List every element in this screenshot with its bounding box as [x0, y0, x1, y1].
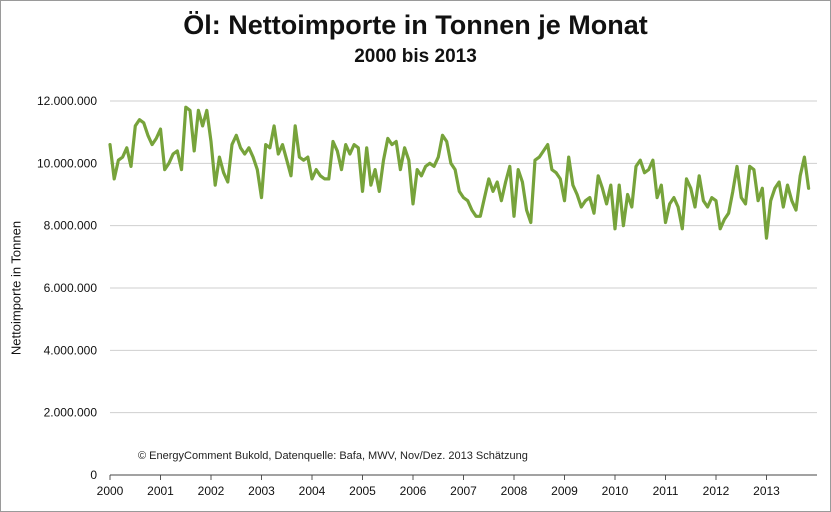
y-tick-label: 6.000.000: [44, 281, 98, 295]
x-tick-label: 2000: [97, 484, 124, 498]
x-tick-label: 2008: [501, 484, 528, 498]
x-tick-label: 2013: [753, 484, 780, 498]
series-line: [108, 105, 811, 240]
x-tick-label: 2006: [400, 484, 427, 498]
x-tick-label: 2002: [198, 484, 225, 498]
y-tick-label: 8.000.000: [44, 219, 98, 233]
source-annotation: © EnergyComment Bukold, Datenquelle: Baf…: [138, 450, 528, 462]
chart-title: Öl: Nettoimporte in Tonnen je Monat: [183, 10, 648, 40]
y-tick-label: 2.000.000: [44, 406, 98, 420]
y-tick-label: 0: [90, 468, 97, 482]
x-tick-label: 2004: [299, 484, 326, 498]
y-axis-ticks: 0 2.000.000 4.000.000 6.000.000 8.000.000 10.…: [37, 94, 97, 482]
y-tick-label: 12.000.000: [37, 94, 97, 108]
x-tick-label: 2011: [653, 484, 679, 498]
chart-subtitle: 2000 bis 2013: [354, 46, 477, 67]
y-tick-label: 4.000.000: [44, 343, 98, 357]
x-tick-label: 2009: [551, 484, 578, 498]
x-tick-label: 2010: [602, 484, 629, 498]
x-tick-label: 2003: [248, 484, 275, 498]
grid-lines: [110, 100, 817, 414]
y-tick-label: 10.000.000: [37, 156, 97, 170]
x-axis-ticks: 2000 2001 2002 2003 2004 2005 2006 2007 2008 2009…: [97, 475, 780, 498]
x-tick-label: 2012: [703, 484, 730, 498]
x-tick-label: 2005: [349, 484, 376, 498]
x-tick-label: 2007: [450, 484, 477, 498]
x-tick-label: 2001: [147, 484, 174, 498]
